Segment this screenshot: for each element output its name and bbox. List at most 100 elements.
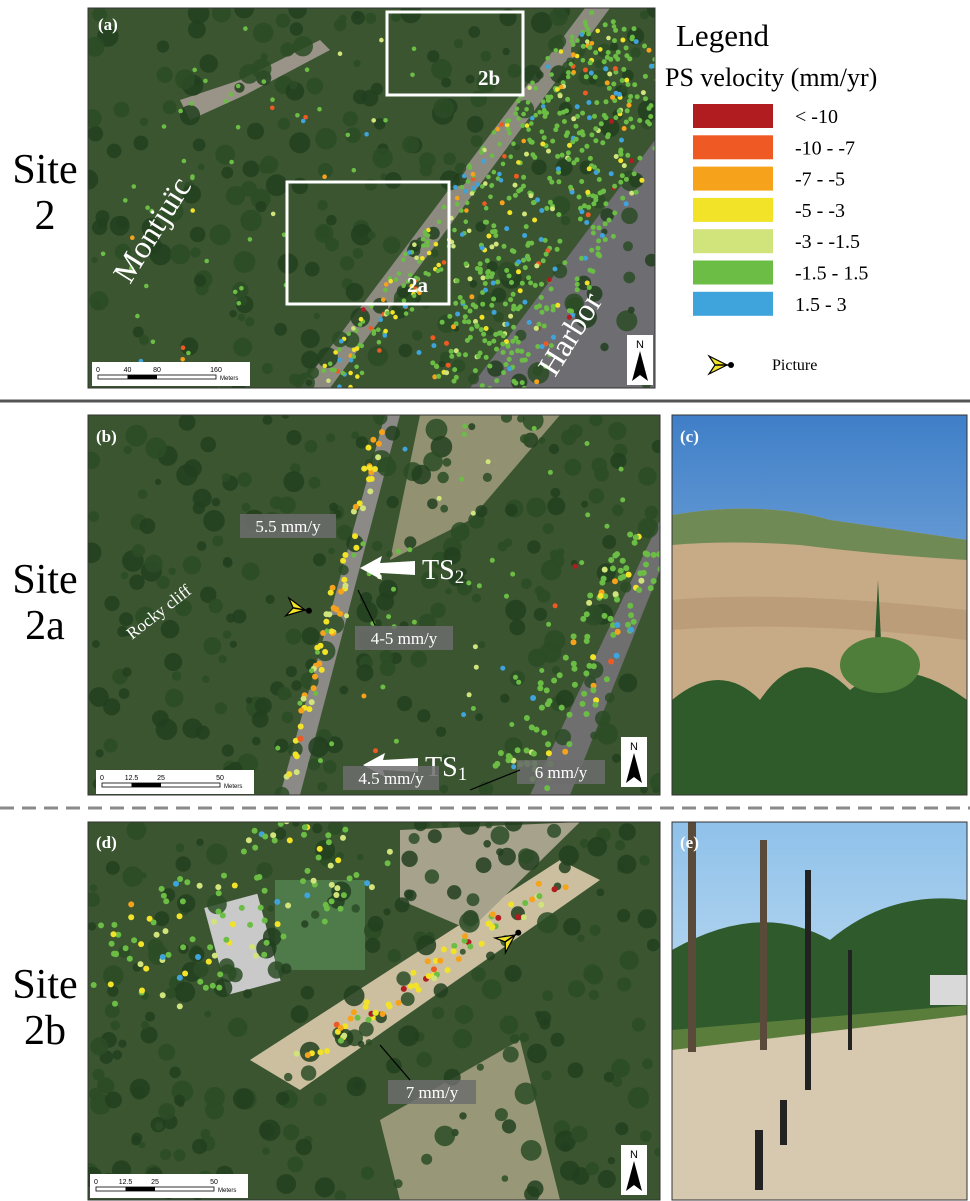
legend-label: -3 - -1.5 <box>795 231 860 253</box>
ps-point <box>555 303 560 308</box>
ps-point <box>203 985 209 991</box>
ps-point <box>613 591 619 597</box>
ps-point <box>603 221 608 226</box>
ps-point <box>286 771 292 777</box>
velocity-label: 5.5 mm/y <box>255 517 321 536</box>
ps-point <box>386 614 391 619</box>
ps-point <box>216 985 222 991</box>
tree-canopy <box>568 980 585 997</box>
ps-point <box>648 114 653 119</box>
ps-point <box>370 437 376 443</box>
ps-point <box>497 142 502 147</box>
ps-point <box>237 301 242 306</box>
ps-point <box>478 261 483 266</box>
ps-point <box>351 553 356 558</box>
tree-canopy <box>232 610 246 624</box>
ps-point <box>487 341 492 346</box>
tree-canopy <box>152 710 169 727</box>
tree-canopy <box>397 696 412 711</box>
tree-canopy <box>611 1059 630 1078</box>
ps-point <box>521 112 526 117</box>
tree-canopy <box>647 939 660 952</box>
ps-point <box>131 937 137 943</box>
ps-point <box>554 48 559 53</box>
ps-point <box>559 49 564 54</box>
ps-point <box>587 115 592 120</box>
tree-canopy <box>188 21 206 39</box>
ps-point <box>696 55 701 60</box>
ps-point <box>483 181 488 186</box>
ps-point <box>584 144 589 149</box>
ps-point <box>469 294 474 299</box>
tree-canopy <box>212 498 221 507</box>
ps-point <box>649 64 654 69</box>
ps-point <box>484 206 489 211</box>
tree-canopy <box>610 453 626 469</box>
ps-point <box>516 160 521 165</box>
tree-canopy <box>222 473 231 482</box>
ps-point <box>328 362 333 367</box>
ps-point <box>359 317 364 322</box>
ps-point <box>540 310 545 315</box>
ps-point <box>534 305 539 310</box>
ps-point <box>638 578 644 584</box>
tree-canopy <box>218 655 226 663</box>
ps-point <box>668 123 673 128</box>
tree-canopy <box>205 1101 224 1120</box>
ps-point <box>481 275 486 280</box>
ps-point <box>620 78 625 83</box>
ps-point <box>551 678 557 684</box>
tree-canopy <box>126 820 146 840</box>
ps-point <box>571 43 576 48</box>
ps-point <box>256 874 262 880</box>
ps-point <box>301 119 306 124</box>
tree-canopy <box>432 1007 444 1019</box>
ps-point <box>215 884 221 890</box>
legend-label: -7 - -5 <box>795 169 845 191</box>
tree-canopy <box>419 152 436 169</box>
ps-point <box>625 153 630 158</box>
ps-point <box>531 751 537 757</box>
ps-point <box>437 220 442 225</box>
ps-point <box>549 287 554 292</box>
tree-canopy <box>550 1033 564 1047</box>
legend-label: < -10 <box>795 106 838 128</box>
tree-canopy <box>104 739 118 753</box>
tree-canopy <box>427 499 438 510</box>
tree-canopy <box>301 329 320 348</box>
palm-trunk <box>760 840 767 1050</box>
tree-canopy <box>435 1126 456 1147</box>
ps-point <box>511 292 516 297</box>
ps-point <box>468 276 473 281</box>
ps-point <box>177 975 183 981</box>
ps-point <box>507 273 512 278</box>
ps-point <box>525 123 530 128</box>
tree-canopy <box>443 458 452 467</box>
ps-point <box>611 19 616 24</box>
ps-point <box>511 764 516 769</box>
ps-point <box>553 127 558 132</box>
tree-canopy <box>129 575 144 590</box>
ps-point <box>545 741 551 747</box>
tree-canopy <box>459 1112 466 1119</box>
tree-canopy <box>141 1027 158 1044</box>
ps-point <box>426 233 431 238</box>
ps-point <box>575 38 580 43</box>
ps-point <box>460 232 465 237</box>
tree-canopy <box>388 949 401 962</box>
scale-label: 0 <box>94 1179 98 1186</box>
ps-point <box>527 320 532 325</box>
ps-point <box>173 881 179 887</box>
ps-point <box>627 603 633 609</box>
tree-canopy <box>560 1142 570 1152</box>
ps-point <box>495 280 500 285</box>
ps-point <box>437 496 442 501</box>
ps-point <box>505 322 510 327</box>
ps-point <box>337 347 342 352</box>
ps-point <box>619 138 624 143</box>
tree-canopy <box>600 343 608 351</box>
ps-point <box>390 310 395 315</box>
ps-point <box>647 122 652 127</box>
ps-point <box>407 250 412 255</box>
ps-point <box>341 371 346 376</box>
